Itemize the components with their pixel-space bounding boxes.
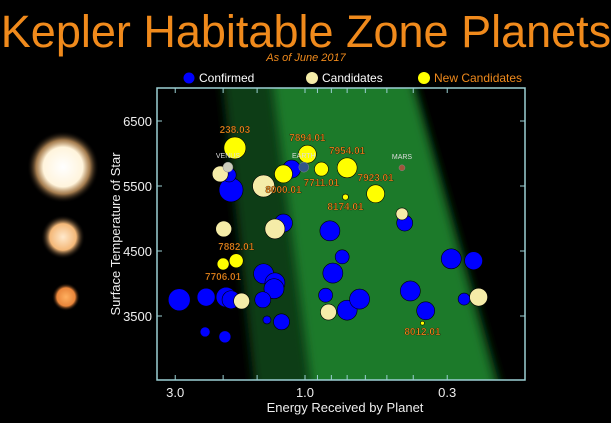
solar-planet-label: VENUS bbox=[216, 153, 240, 160]
confirmed-planet-point bbox=[318, 287, 333, 303]
new-candidate-label: 7954.01 bbox=[329, 146, 366, 157]
new-candidate-point bbox=[336, 157, 358, 179]
candidate-planet-point bbox=[320, 303, 337, 321]
y-tick-label: 5500 bbox=[123, 179, 152, 194]
x-axis-label: Energy Received by Planet bbox=[267, 400, 424, 415]
solar-planet-label: MARS bbox=[392, 154, 413, 161]
y-tick-label: 4500 bbox=[123, 244, 152, 259]
confirmed-planet-point bbox=[262, 315, 272, 325]
x-tick-label: 1.0 bbox=[296, 385, 314, 400]
legend-label-new-candidates: New Candidates bbox=[434, 71, 522, 85]
confirmed-planet-point bbox=[349, 288, 370, 310]
candidate-planet-point bbox=[252, 174, 275, 198]
new-candidate-label: 8174.01 bbox=[327, 202, 364, 213]
confirmed-planet-point bbox=[457, 292, 471, 306]
new-candidate-label: 7923.01 bbox=[358, 173, 395, 184]
plot-frame bbox=[156, 87, 526, 381]
confirmed-planet-point bbox=[167, 288, 191, 312]
habitable-zone-band bbox=[223, 88, 499, 380]
new-candidate-point bbox=[366, 184, 385, 204]
confirmed-planet-point bbox=[199, 326, 211, 338]
legend-marker-confirmed bbox=[182, 71, 196, 85]
x-tick-label: 0.3 bbox=[438, 385, 456, 400]
hot-star-icon bbox=[27, 131, 99, 203]
chart-subtitle: As of June 2017 bbox=[265, 52, 346, 64]
candidate-planet-point bbox=[469, 287, 488, 307]
new-candidate-point bbox=[420, 320, 425, 326]
confirmed-planet-point bbox=[319, 220, 341, 242]
new-candidate-point bbox=[314, 161, 329, 177]
legend-marker-new-candidates bbox=[418, 72, 430, 84]
new-candidate-label: 7711.01 bbox=[304, 178, 340, 189]
y-axis-label: Surface Temperature of Star bbox=[108, 152, 123, 316]
legend-marker-candidates bbox=[306, 72, 318, 84]
candidate-planet-point bbox=[264, 218, 286, 240]
confirmed-planet-point bbox=[263, 278, 285, 300]
confirmed-planet-point bbox=[196, 287, 216, 307]
confirmed-planet-point bbox=[322, 262, 344, 284]
candidate-planet-point bbox=[215, 220, 233, 238]
solar-planet-venus bbox=[222, 161, 234, 173]
y-tick-label: 3500 bbox=[123, 309, 152, 324]
confirmed-planet-point bbox=[218, 330, 232, 344]
new-candidate-label: 7882.01 bbox=[218, 242, 255, 253]
confirmed-planet-point bbox=[416, 301, 435, 321]
sun-like-star-icon bbox=[41, 215, 85, 259]
new-candidate-label: 7894.01 bbox=[289, 133, 326, 144]
confirmed-planet-point bbox=[273, 313, 290, 331]
new-candidate-point bbox=[274, 164, 293, 184]
chart-title: Kepler Habitable Zone Planets bbox=[1, 6, 611, 57]
new-candidate-point bbox=[228, 253, 244, 269]
candidate-planet-point bbox=[395, 207, 409, 221]
confirmed-planet-point bbox=[464, 251, 483, 271]
legend-label-confirmed: Confirmed bbox=[199, 71, 254, 85]
candidate-planet-point bbox=[233, 292, 250, 310]
new-candidate-label: 238.03 bbox=[220, 125, 251, 136]
confirmed-planet-point bbox=[254, 291, 272, 309]
legend: Confirmed Candidates New Candidates bbox=[182, 71, 522, 85]
new-candidate-label: 7706.01 bbox=[205, 272, 242, 283]
solar-planet-label: EARTH bbox=[292, 153, 316, 160]
new-candidate-point bbox=[223, 136, 247, 160]
x-tick-label: 3.0 bbox=[166, 385, 184, 400]
y-tick-label: 6500 bbox=[123, 114, 152, 129]
new-candidate-label: 8012.01 bbox=[404, 327, 441, 338]
confirmed-planet-point bbox=[440, 248, 462, 270]
solar-planet-mars bbox=[398, 164, 406, 172]
cool-star-icon bbox=[52, 283, 80, 311]
new-candidate-label: 8000.01 bbox=[265, 185, 302, 196]
confirmed-planet-point bbox=[334, 249, 350, 265]
legend-label-candidates: Candidates bbox=[322, 71, 383, 85]
new-candidate-point bbox=[298, 144, 317, 164]
new-candidate-point bbox=[216, 257, 230, 271]
solar-planet-earth bbox=[298, 161, 310, 173]
new-candidate-point bbox=[342, 193, 349, 201]
confirmed-planet-point bbox=[400, 280, 421, 302]
axis-ticks: 3.0 1.0 0.3 3500 4500 5500 6500 bbox=[123, 88, 525, 400]
star-icons bbox=[27, 131, 99, 311]
